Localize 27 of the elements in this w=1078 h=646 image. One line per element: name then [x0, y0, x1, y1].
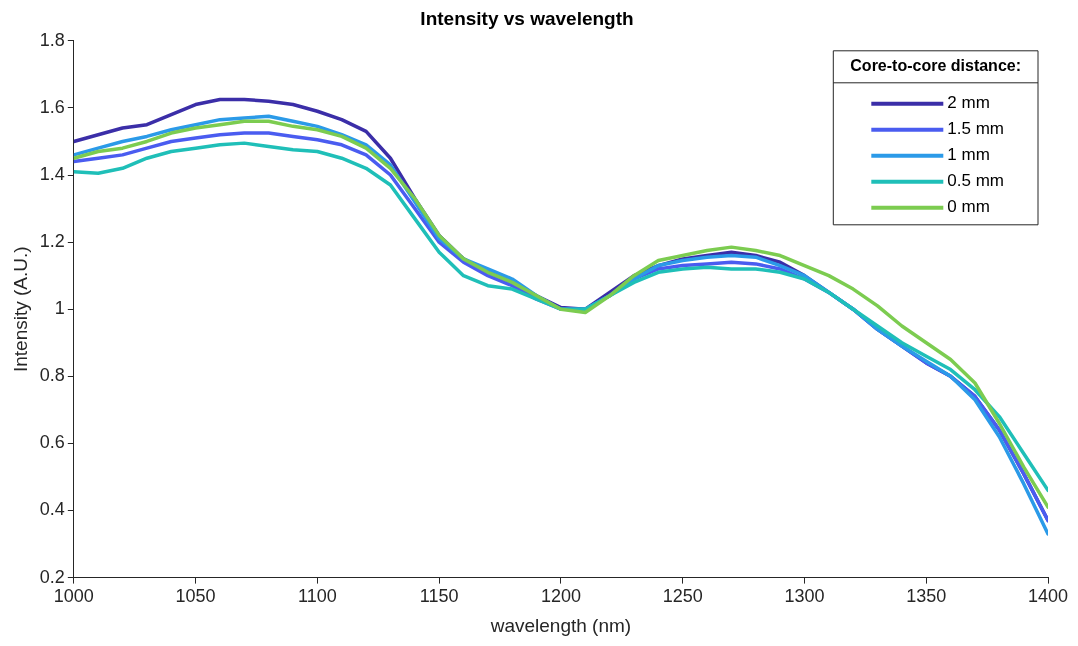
y-tick-label: 1.4	[39, 163, 65, 184]
legend-label: 0 mm	[947, 197, 990, 217]
y-axis-title: Intensity (A.U.)	[9, 246, 31, 373]
x-tick-label: 1050	[175, 586, 216, 607]
y-tick-label: 1.6	[39, 96, 65, 117]
y-tick-label: 0.2	[39, 566, 65, 587]
legend-label: 2 mm	[947, 93, 990, 113]
x-tick-label: 1250	[662, 586, 703, 607]
x-axis-title: wavelength (nm)	[489, 614, 632, 636]
legend-title: Core-to-core distance:	[850, 57, 1021, 75]
legend-label: 1.5 mm	[947, 119, 1004, 139]
x-tick-label: 1100	[298, 586, 337, 607]
x-tick-label: 1150	[419, 586, 459, 607]
y-tick-label: 1	[54, 298, 65, 319]
x-tick-label: 1400	[1027, 586, 1069, 607]
y-tick-label: 1.8	[39, 29, 65, 50]
x-tick-label: 1300	[784, 586, 825, 607]
x-tick-label: 1000	[53, 586, 94, 607]
y-tick-label: 0.6	[39, 432, 65, 453]
x-tick-label: 1350	[906, 586, 947, 607]
y-tick-label: 0.8	[39, 365, 65, 386]
chart-title: Intensity vs wavelength	[420, 7, 634, 29]
y-tick-label: 0.4	[39, 499, 65, 520]
legend-label: 1 mm	[947, 145, 990, 165]
y-tick-label: 1.2	[39, 231, 65, 252]
legend-label: 0.5 mm	[947, 171, 1004, 191]
x-tick-label: 1200	[540, 586, 581, 607]
